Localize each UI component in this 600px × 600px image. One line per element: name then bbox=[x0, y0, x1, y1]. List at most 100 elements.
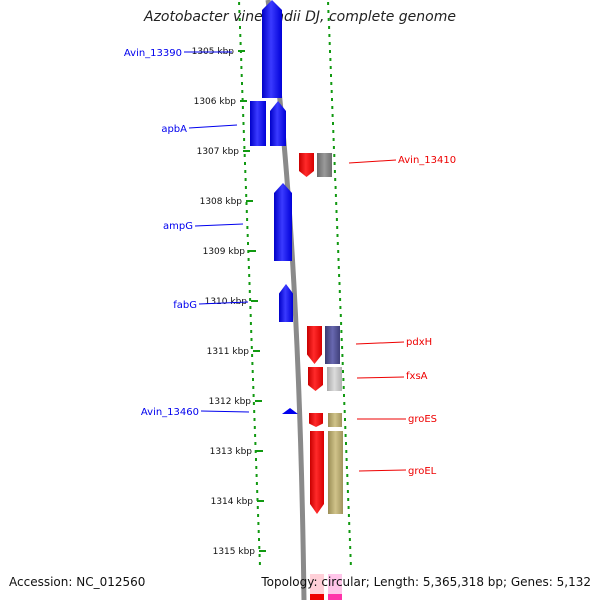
leader-line bbox=[200, 410, 250, 413]
track-dot bbox=[329, 66, 332, 69]
track-dot bbox=[253, 410, 256, 413]
track-dot bbox=[342, 370, 344, 373]
track-dot bbox=[336, 242, 339, 245]
accession-label: Accession: NC_012560 bbox=[9, 575, 146, 589]
track-dot bbox=[242, 122, 245, 125]
gene-pdxH bbox=[307, 326, 322, 364]
dotted-tracks bbox=[238, 2, 352, 565]
track-dot bbox=[340, 330, 343, 333]
track-dot bbox=[334, 186, 337, 189]
gene-label-groES: groES bbox=[408, 414, 437, 425]
gene-groES bbox=[309, 413, 323, 427]
track-dot bbox=[241, 90, 244, 93]
track-dot bbox=[254, 450, 257, 453]
track-dot bbox=[334, 178, 337, 181]
track-dot bbox=[342, 386, 345, 389]
topology-label: Topology: circular; Length: 5,365,318 bp… bbox=[261, 575, 591, 589]
track-dot bbox=[348, 522, 351, 525]
track-dot bbox=[331, 98, 333, 101]
tick-label: 1307 kbp bbox=[197, 147, 240, 157]
track-dot bbox=[243, 154, 246, 157]
track-dot bbox=[339, 298, 342, 301]
track-dot bbox=[238, 18, 241, 21]
track-dot bbox=[256, 498, 259, 501]
track-dot bbox=[330, 74, 332, 77]
gene-labels: Avin_13390 apbA ampG fabG Avin_13460 Avin_134… bbox=[124, 48, 456, 477]
track-dot bbox=[246, 218, 249, 221]
track-dot bbox=[241, 106, 244, 109]
track-dot bbox=[329, 58, 332, 61]
track-dot bbox=[330, 82, 333, 85]
track-dot bbox=[251, 354, 254, 357]
track-dot bbox=[328, 34, 331, 37]
tick-label: 1306 kbp bbox=[194, 97, 237, 107]
gene-apbA-part1 bbox=[250, 101, 266, 146]
track-dot bbox=[240, 74, 243, 77]
track-dot bbox=[346, 482, 349, 485]
gene-label-pdxH: pdxH bbox=[406, 337, 432, 348]
track-dot bbox=[252, 386, 255, 389]
gene-label-Avin_13460: Avin_13460 bbox=[141, 407, 199, 418]
track-dot bbox=[238, 2, 241, 5]
gene-label-fabG: fabG bbox=[173, 300, 197, 311]
gene-Avin_13410 bbox=[299, 153, 314, 177]
tick-label: 1312 kbp bbox=[209, 397, 252, 407]
gene-label-Avin_13410: Avin_13410 bbox=[398, 155, 456, 166]
gene-features bbox=[250, 0, 343, 514]
track-dot bbox=[240, 66, 243, 69]
track-dot bbox=[247, 242, 249, 245]
track-dot bbox=[339, 314, 342, 317]
track-dot bbox=[240, 58, 243, 61]
track-dot bbox=[337, 266, 340, 269]
track-dot bbox=[255, 482, 258, 485]
gene-fxsA-product bbox=[327, 367, 342, 391]
track-dot bbox=[252, 402, 255, 405]
track-dot bbox=[335, 218, 338, 221]
track-dot bbox=[247, 266, 250, 269]
track-dot bbox=[335, 202, 338, 205]
leader-line bbox=[198, 301, 249, 305]
track-dot bbox=[341, 354, 344, 357]
track-dot bbox=[246, 226, 249, 229]
track-dot bbox=[341, 362, 344, 365]
track-dot bbox=[337, 250, 340, 253]
track-dot bbox=[347, 498, 350, 501]
track-dot bbox=[256, 490, 259, 493]
track-dot bbox=[343, 410, 346, 413]
leader-line bbox=[356, 376, 405, 379]
track-dot bbox=[239, 26, 241, 29]
track-dot bbox=[331, 114, 334, 117]
track-dot bbox=[346, 474, 349, 477]
track-dot bbox=[340, 322, 343, 325]
track-dot bbox=[344, 426, 347, 429]
track-dot bbox=[241, 82, 243, 85]
track-dot bbox=[328, 26, 331, 29]
track-dot bbox=[250, 330, 253, 333]
track-dot bbox=[248, 274, 251, 277]
track-dot bbox=[249, 314, 252, 317]
track-dot bbox=[257, 530, 260, 533]
track-dot bbox=[245, 202, 248, 205]
track-dot bbox=[251, 362, 254, 365]
tick-label: 1310 kbp bbox=[205, 297, 248, 307]
gene-label-fxsA: fxsA bbox=[406, 371, 428, 382]
map-title: Azotobacter vinelandii DJ, complete geno… bbox=[144, 9, 456, 25]
track-dot bbox=[254, 442, 257, 445]
track-dot bbox=[328, 42, 331, 45]
gene-label-Avin_13390: Avin_13390 bbox=[124, 48, 182, 59]
track-dot bbox=[239, 42, 242, 45]
track-dot bbox=[332, 138, 335, 141]
track-dot bbox=[340, 338, 343, 341]
track-dot bbox=[334, 194, 337, 197]
track-dot bbox=[253, 418, 256, 421]
gene-Avin_13410-product bbox=[317, 153, 332, 177]
track-dot bbox=[258, 546, 261, 549]
gene-label-ampG: ampG bbox=[163, 221, 193, 232]
track-dot bbox=[337, 258, 340, 261]
track-dot bbox=[255, 466, 258, 469]
track-dot bbox=[255, 474, 258, 477]
track-dot bbox=[257, 522, 260, 525]
